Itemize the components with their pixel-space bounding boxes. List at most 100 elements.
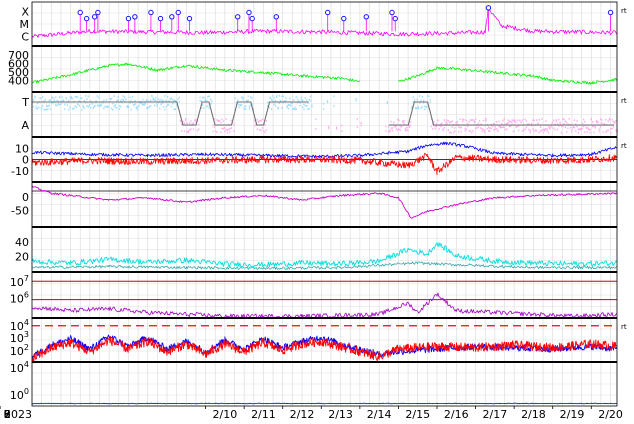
- polarity-data-dot: [287, 104, 290, 106]
- polarity-data-dot: [114, 106, 117, 109]
- polarity-data-dot: [438, 128, 440, 130]
- polarity-data-dot: [296, 98, 299, 101]
- polarity-data-dot: [508, 120, 511, 123]
- polarity-data-dot: [113, 95, 115, 97]
- polarity-data-dot: [475, 118, 477, 120]
- polarity-data-dot: [244, 105, 247, 108]
- x-tick-label: 2/15: [405, 408, 430, 421]
- polarity-data-dot: [390, 120, 392, 123]
- polarity-data-dot: [589, 131, 591, 134]
- polarity-data-dot: [277, 106, 279, 109]
- polarity-data-dot: [92, 107, 95, 110]
- polarity-data-dot: [441, 122, 443, 125]
- polarity-data-dot: [255, 124, 257, 126]
- polarity-data-dot: [235, 101, 238, 104]
- xray-flare-marker: [341, 15, 347, 22]
- polarity-data-dot: [265, 129, 267, 131]
- polarity-data-dot: [100, 104, 102, 106]
- polarity-data-dot: [605, 131, 607, 134]
- polarity-data-dot: [291, 102, 293, 105]
- polarity-data-dot: [326, 101, 329, 104]
- polarity-data-dot: [322, 102, 325, 105]
- polarity-data-dot: [389, 129, 391, 132]
- polarity-data-dot: [408, 126, 410, 128]
- polarity-data-dot: [64, 103, 66, 106]
- polarity-data-dot: [196, 129, 199, 132]
- y-tick-label: 0: [22, 191, 29, 204]
- polarity-data-dot: [103, 107, 105, 110]
- polarity-data-dot: [488, 126, 490, 129]
- polarity-data-dot: [140, 102, 143, 105]
- polarity-data-dot: [205, 100, 208, 102]
- polarity-data-dot: [274, 105, 277, 107]
- xray-flare-marker: [389, 9, 395, 16]
- polarity-data-dot: [465, 128, 468, 131]
- polarity-data-dot: [394, 126, 396, 128]
- polarity-data-dot: [408, 124, 410, 126]
- y-tick-label: 100: [10, 387, 29, 402]
- polarity-data-dot: [199, 100, 201, 102]
- polarity-data-dot: [263, 130, 265, 132]
- speed-series-line: [31, 62, 618, 85]
- polarity-data-dot: [265, 119, 267, 122]
- polarity-data-dot: [515, 126, 517, 129]
- polarity-data-dot: [177, 98, 179, 100]
- polarity-data-dot: [516, 119, 518, 122]
- polarity-data-dot: [475, 127, 477, 130]
- polarity-data-dot: [532, 128, 534, 130]
- polarity-data-dot: [230, 127, 232, 129]
- polarity-data-dot: [542, 128, 544, 131]
- polarity-data-dot: [387, 131, 390, 133]
- polarity-data-dot: [86, 98, 88, 100]
- polarity-data-dot: [611, 119, 613, 121]
- polarity-data-dot: [507, 119, 509, 121]
- polarity-data-dot: [121, 98, 123, 101]
- polarity-data-dot: [142, 98, 144, 101]
- polarity-data-dot: [252, 107, 254, 110]
- polarity-data-dot: [464, 129, 466, 132]
- polarity-data-dot: [157, 98, 160, 101]
- xray-flare-marker: [485, 5, 492, 11]
- polarity-data-dot: [511, 119, 513, 121]
- polarity-data-dot: [516, 125, 518, 128]
- polarity-data-dot: [192, 128, 195, 131]
- polarity-data-dot: [560, 125, 563, 127]
- polarity-data-dot: [456, 120, 459, 123]
- polarity-data-dot: [295, 108, 297, 111]
- polarity-data-dot: [46, 108, 48, 111]
- polarity-data-dot: [147, 100, 149, 102]
- polarity-data-dot: [111, 107, 113, 110]
- xray-flare-marker: [249, 15, 255, 22]
- polarity-data-dot: [205, 105, 208, 108]
- polarity-data-dot: [534, 129, 537, 132]
- x-tick-label: 2/10: [213, 408, 238, 421]
- polarity-data-dot: [386, 101, 388, 103]
- polarity-data-dot: [247, 95, 249, 97]
- polarity-data-dot: [221, 127, 223, 130]
- polarity-data-dot: [355, 99, 357, 102]
- polarity-data-dot: [174, 108, 176, 110]
- polarity-data-dot: [484, 131, 486, 134]
- polarity-data-dot: [489, 130, 491, 133]
- polarity-data-dot: [426, 95, 429, 98]
- polarity-data-dot: [83, 107, 85, 109]
- polarity-data-dot: [463, 118, 465, 121]
- polarity-data-dot: [108, 106, 110, 109]
- polarity-data-dot: [467, 125, 469, 128]
- polarity-data-dot: [421, 96, 423, 98]
- right-mark-label: rt: [621, 97, 627, 105]
- right-mark-label: rt: [621, 7, 627, 15]
- polarity-data-dot: [536, 129, 538, 132]
- polarity-data-dot: [179, 119, 182, 122]
- polarity-data-dot: [211, 100, 213, 103]
- y-tick-label: 400: [8, 75, 29, 88]
- polarity-data-dot: [514, 119, 516, 122]
- polarity-data-dot: [44, 108, 46, 111]
- polarity-data-dot: [267, 105, 269, 107]
- polarity-data-dot: [242, 98, 244, 101]
- x-tick-label: 2/19: [560, 408, 585, 421]
- polarity-data-dot: [191, 123, 193, 125]
- polarity-data-dot: [99, 105, 101, 108]
- polarity-data-dot: [66, 101, 69, 104]
